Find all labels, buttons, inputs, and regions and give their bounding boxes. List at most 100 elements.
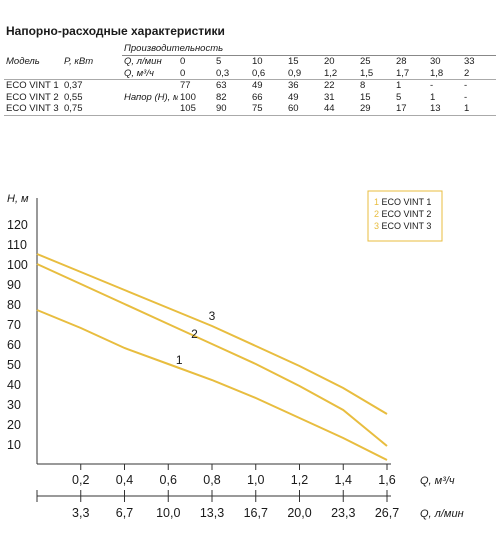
legend-label: ECO VINT 2	[382, 209, 432, 219]
table-row: ECO VINT 1 0,37 77 63 49 36 22 8 1 - -	[4, 80, 496, 92]
y-tick-label: 10	[7, 438, 21, 452]
x2-tick-label: 10,0	[156, 506, 180, 520]
table-cell: -	[430, 80, 434, 92]
x-tick-label: 0,4	[116, 473, 133, 487]
table-cell: 1	[396, 80, 402, 92]
table-cell: 28	[396, 56, 407, 68]
table-cell-power: 0,55	[64, 91, 83, 103]
chart: H, м 10 20 30 40 50 60 70 80 90 100 110 120 0,2 0,4 0,6…	[7, 190, 464, 520]
x2-tick-label: 23,3	[331, 506, 355, 520]
y-tick-label: 60	[7, 338, 21, 352]
table-cell: -	[464, 91, 468, 103]
x2-axis-label: Q, л/мин	[420, 508, 464, 520]
table-cell: 13	[428, 103, 462, 116]
table-cell: 31	[324, 91, 335, 103]
table-header-group: Производительность	[122, 42, 497, 56]
table-cell: 5	[216, 56, 222, 68]
table-cell: 10	[252, 56, 263, 68]
y-tick-label: 50	[7, 358, 21, 372]
y-tick-label: 90	[7, 278, 21, 292]
x2-tick-label: 13,3	[200, 506, 224, 520]
y-tick-label: 110	[7, 238, 27, 252]
table-cell: 0,6	[250, 67, 286, 80]
x-axis-label: Q, м³/ч	[420, 475, 455, 487]
series-label-3: 3	[209, 309, 216, 323]
y-axis-label: H, м	[7, 193, 29, 205]
table-cell: 0	[178, 67, 214, 80]
table-cell: 44	[322, 103, 358, 116]
table-cell: 15	[360, 91, 371, 103]
table-cell-model: ECO VINT 3	[4, 103, 62, 116]
series-line-2	[36, 263, 388, 447]
table-cell: 77	[180, 80, 191, 92]
y-tick-label: 40	[7, 378, 21, 392]
table-cell: 1,5	[358, 67, 394, 80]
x2-tick-label: 20,0	[287, 506, 311, 520]
table-cell: 1,2	[322, 67, 358, 80]
table-cell: 49	[252, 80, 263, 92]
y-tick-label: 80	[7, 298, 21, 312]
table-cell: 17	[394, 103, 428, 116]
legend-box	[367, 190, 443, 242]
table-cell: 49	[288, 91, 299, 103]
table-cell: 105	[178, 103, 214, 116]
x-tick-label: 0,2	[72, 473, 89, 487]
legend-number: 2	[374, 209, 382, 219]
table-cell: 0,3	[214, 67, 250, 80]
x2-tick-label: 3,3	[72, 506, 89, 520]
table-row: ECO VINT 2 0,55 Напор (Н), м 100 82 66 4…	[4, 92, 496, 104]
x-tick-label: 0,6	[160, 473, 177, 487]
performance-table: Производительность Модель P, кВт Q, л/ми…	[4, 42, 497, 116]
legend-entry-3: 3 ECO VINT 3	[374, 221, 431, 231]
table-cell: 15	[288, 56, 299, 68]
table-row-q-lmin-label: Q, л/мин	[124, 56, 162, 68]
series-label-2: 2	[191, 327, 198, 341]
table-cell-power: 0,37	[64, 80, 83, 92]
y-tick-label: 20	[7, 418, 21, 432]
y-tick-label: 100	[7, 258, 28, 272]
table-cell: 82	[216, 91, 227, 103]
table-cell: 33	[464, 56, 475, 68]
table-cell: 25	[360, 56, 371, 68]
table-cell: 63	[216, 80, 227, 92]
table-cell: 100	[180, 91, 196, 103]
table-cell: 0	[180, 56, 186, 68]
x-tick-label: 1,0	[247, 473, 264, 487]
table-cell-model: ECO VINT 2	[6, 91, 59, 103]
table-cell: 1	[430, 91, 436, 103]
table-cell: 22	[324, 80, 335, 92]
x-tick-label: 1,6	[378, 473, 395, 487]
y-tick-label: 30	[7, 398, 21, 412]
x-tick-label: 1,2	[291, 473, 308, 487]
table-cell: 1,8	[428, 67, 462, 80]
series-line-3	[36, 253, 388, 415]
legend-number: 3	[374, 221, 382, 231]
table-cell: 2	[462, 67, 497, 80]
legend-label: ECO VINT 3	[382, 221, 432, 231]
y-tick-label: 120	[7, 218, 28, 232]
table-cell-model: ECO VINT 1	[6, 80, 59, 92]
table-cell: 5	[396, 91, 402, 103]
x-tick-label: 0,8	[203, 473, 220, 487]
table-cell: 75	[250, 103, 286, 116]
legend-entry-1: 1 ECO VINT 1	[374, 197, 431, 207]
table-cell: 1,7	[394, 67, 428, 80]
table-cell: 90	[214, 103, 250, 116]
table-cell: 0,9	[286, 67, 322, 80]
x-tick-label: 1,4	[335, 473, 352, 487]
table-cell: 1	[462, 103, 497, 116]
table-cell: 36	[288, 80, 299, 92]
x2-tick-label: 6,7	[116, 506, 133, 520]
legend-entry-2: 2 ECO VINT 2	[374, 209, 431, 219]
table-cell: 8	[360, 80, 366, 92]
legend-label: ECO VINT 1	[382, 197, 432, 207]
table-cell: 29	[358, 103, 394, 116]
series-line-1	[36, 309, 388, 461]
table-head-label: Напор (Н), м	[124, 91, 178, 103]
table-col-model: Модель	[6, 56, 40, 67]
page-title: Напорно-расходные характеристики	[6, 24, 225, 38]
x2-tick-label: 16,7	[244, 506, 268, 520]
table-row: ECO VINT 3 0,75 105 90 75 60 44 29 17 13…	[4, 103, 497, 116]
table-row-q-m3h-label: Q, м³/ч	[122, 67, 178, 80]
y-tick-label: 70	[7, 318, 21, 332]
